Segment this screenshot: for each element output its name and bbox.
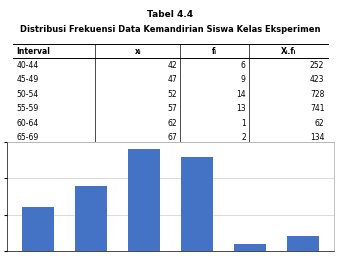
Text: 62: 62 bbox=[167, 119, 177, 127]
Text: Tabel 4.4: Tabel 4.4 bbox=[147, 10, 194, 19]
Text: 67: 67 bbox=[167, 133, 177, 142]
Text: 50-54: 50-54 bbox=[17, 90, 39, 99]
Text: 65-69: 65-69 bbox=[17, 133, 39, 142]
Text: 1: 1 bbox=[241, 119, 246, 127]
Text: 252: 252 bbox=[310, 61, 324, 70]
Bar bbox=[75, 186, 107, 251]
Text: 2: 2 bbox=[241, 133, 246, 142]
Text: 728: 728 bbox=[310, 90, 324, 99]
Bar bbox=[181, 157, 213, 251]
Text: 14: 14 bbox=[236, 90, 246, 99]
Text: 423: 423 bbox=[310, 76, 324, 84]
Text: 13: 13 bbox=[236, 104, 246, 113]
Text: 52: 52 bbox=[167, 90, 177, 99]
Text: 55-59: 55-59 bbox=[17, 104, 39, 113]
Text: 62: 62 bbox=[315, 119, 324, 127]
Text: 9: 9 bbox=[241, 76, 246, 84]
Bar bbox=[22, 207, 54, 251]
Text: 741: 741 bbox=[310, 104, 324, 113]
Text: 45-49: 45-49 bbox=[17, 76, 39, 84]
Text: 47: 47 bbox=[167, 76, 177, 84]
Text: 40-44: 40-44 bbox=[17, 61, 39, 70]
Bar bbox=[234, 244, 266, 251]
Text: 60-64: 60-64 bbox=[17, 119, 39, 127]
Text: Xᵢ.fᵢ: Xᵢ.fᵢ bbox=[281, 47, 296, 56]
Text: 57: 57 bbox=[167, 104, 177, 113]
Text: Distribusi Frekuensi Data Kemandirian Siswa Kelas Eksperimen: Distribusi Frekuensi Data Kemandirian Si… bbox=[20, 25, 321, 34]
Text: xᵢ: xᵢ bbox=[134, 47, 141, 56]
Text: 134: 134 bbox=[310, 133, 324, 142]
Text: fᵢ: fᵢ bbox=[212, 47, 217, 56]
Text: 42: 42 bbox=[167, 61, 177, 70]
Bar bbox=[287, 236, 319, 251]
Text: 6: 6 bbox=[241, 61, 246, 70]
Text: Interval: Interval bbox=[17, 47, 50, 56]
Bar bbox=[128, 149, 160, 251]
